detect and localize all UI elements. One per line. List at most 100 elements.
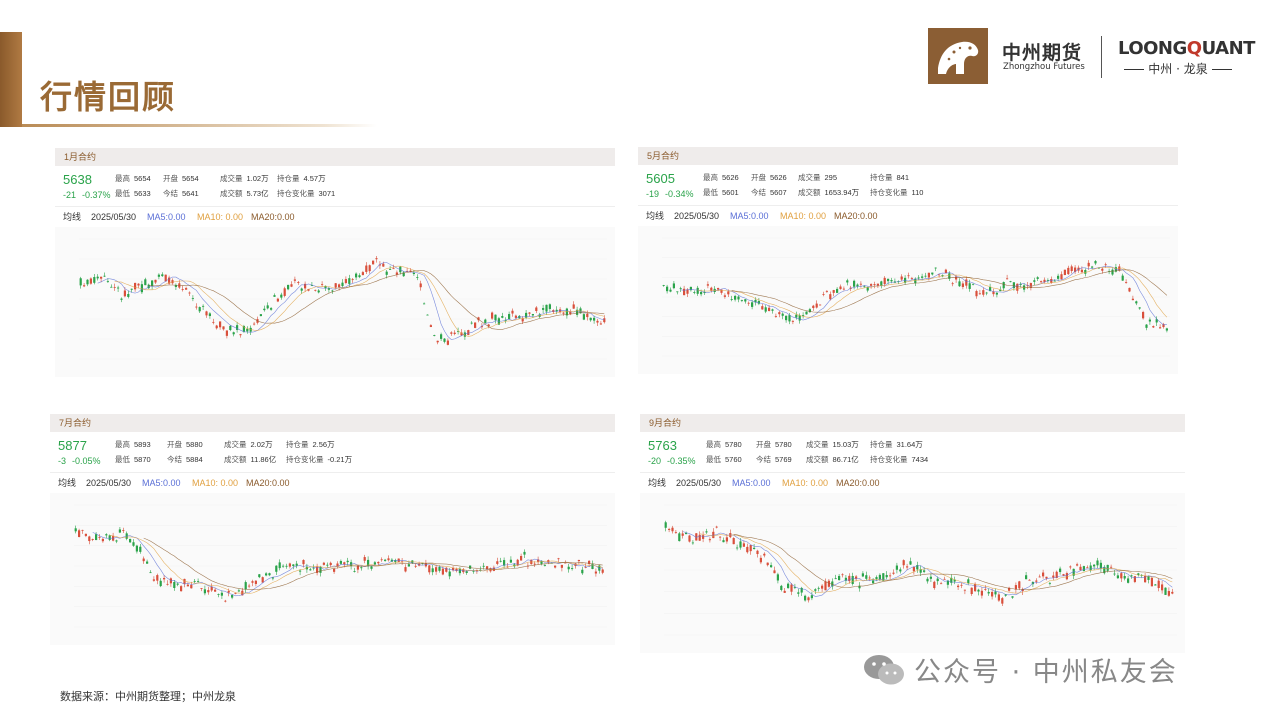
candle-body: [732, 538, 735, 545]
candle-body: [220, 592, 223, 596]
stat-amount: 成交额 86.71亿: [806, 455, 859, 464]
candle-body: [736, 547, 739, 549]
stat-open: 开盘 5780: [756, 440, 792, 449]
ma10-line: [109, 534, 603, 594]
candle-body: [1059, 568, 1062, 573]
candle-body: [1009, 281, 1012, 283]
candle-body: [324, 286, 327, 289]
ma-date: 2025/05/30: [676, 478, 722, 488]
candle-body: [584, 566, 587, 568]
ma-date: 2025/05/30: [91, 212, 137, 222]
candle-body: [280, 294, 283, 298]
candle-body: [1144, 575, 1147, 583]
stat-amount: 成交额 1653.94万: [798, 188, 860, 197]
candle-body: [790, 584, 793, 592]
candle-body: [96, 276, 99, 279]
candle-body: [287, 284, 290, 290]
candle-body: [882, 573, 885, 581]
candle-body: [926, 578, 929, 582]
candle-body: [329, 562, 332, 566]
ma-label: 均线: [58, 478, 77, 488]
candle-body: [785, 315, 788, 321]
candle-body: [231, 595, 234, 598]
candle-body: [1067, 267, 1070, 275]
candle-body: [1006, 278, 1009, 280]
candle-body: [1019, 283, 1022, 285]
candle-body: [814, 589, 817, 591]
candle-body: [316, 566, 319, 573]
candle-body: [1147, 576, 1150, 580]
candle-body: [312, 567, 315, 569]
stat-amount: 成交额 11.86亿: [224, 455, 277, 464]
candle-body: [808, 309, 811, 313]
candle-body: [273, 295, 276, 297]
candle-body: [1074, 267, 1077, 272]
candle-body: [265, 573, 268, 576]
candle-body: [154, 279, 157, 283]
candle-body: [115, 540, 118, 542]
candle-body: [710, 287, 713, 291]
candle-body: [880, 281, 883, 286]
candle-body: [242, 325, 245, 332]
stat-open-interest: 持仓量 31.64万: [870, 440, 923, 449]
candle-body: [180, 586, 183, 592]
candle-body: [212, 321, 215, 323]
candle-body: [804, 595, 807, 601]
candle-body: [327, 288, 330, 290]
candle-body: [336, 563, 339, 567]
candle-body: [290, 284, 293, 287]
candle-body: [1021, 588, 1024, 592]
candle-body: [1069, 566, 1072, 568]
ma10-value: MA10: 0.00: [192, 478, 239, 488]
candle-body: [474, 322, 477, 328]
candle-body: [560, 564, 563, 568]
candle-body: [938, 274, 941, 276]
moving-average-bar: 均线 2025/05/30 MA5:0.00 MA10: 0.00 MA20:0…: [638, 206, 1178, 226]
candle-body: [186, 584, 189, 587]
candle-body: [146, 561, 149, 564]
candle-body: [283, 288, 286, 296]
candle-body: [980, 590, 983, 596]
moving-average-bar: 均线 2025/05/30 MA5:0.00 MA10: 0.00 MA20:0…: [50, 473, 615, 493]
candle-body: [686, 289, 689, 294]
candle-body: [909, 561, 912, 565]
candle-body: [365, 265, 368, 272]
candle-body: [1055, 571, 1058, 579]
candle-body: [486, 566, 489, 570]
price-change: -20 -0.35%: [648, 456, 702, 466]
candle-body: [78, 530, 81, 537]
candle-body: [535, 307, 538, 312]
candle-body: [842, 288, 845, 290]
candle-body: [853, 280, 856, 287]
candle-body: [224, 600, 227, 602]
candle-body: [1053, 280, 1056, 282]
candle-body: [395, 272, 398, 275]
candle-body: [81, 529, 84, 531]
candle-body: [355, 273, 358, 278]
ma5-value: MA5:0.00: [730, 211, 769, 221]
stat-high: 最高 5626: [703, 173, 739, 182]
stat-settle: 今结 5884: [167, 455, 203, 464]
candle-body: [164, 274, 167, 282]
candle-body: [569, 311, 572, 315]
change-percent: -0.34%: [665, 189, 694, 199]
candle-body: [683, 288, 686, 296]
price-change: -3 -0.05%: [58, 456, 107, 466]
candle-body: [968, 283, 971, 289]
quote-summary: 5763 -20 -0.35% 最高 5780 开盘 5780 成交量 15.03万 持…: [640, 432, 1185, 473]
candle-body: [1120, 573, 1123, 579]
change-value: -3: [58, 456, 67, 466]
candle-body: [1094, 261, 1097, 264]
candle-body: [1125, 282, 1128, 283]
candle-body: [565, 308, 568, 316]
candle-body: [409, 270, 412, 272]
candle-body: [672, 283, 675, 289]
candle-body: [176, 583, 179, 585]
candle-body: [798, 315, 801, 321]
candle-body: [994, 591, 997, 595]
stat-amount: 成交额 5.73亿: [220, 189, 269, 198]
contract-name: 1月合约: [55, 148, 615, 166]
candle-body: [1065, 573, 1068, 580]
candle-body: [984, 588, 987, 590]
candle-body: [317, 290, 320, 293]
